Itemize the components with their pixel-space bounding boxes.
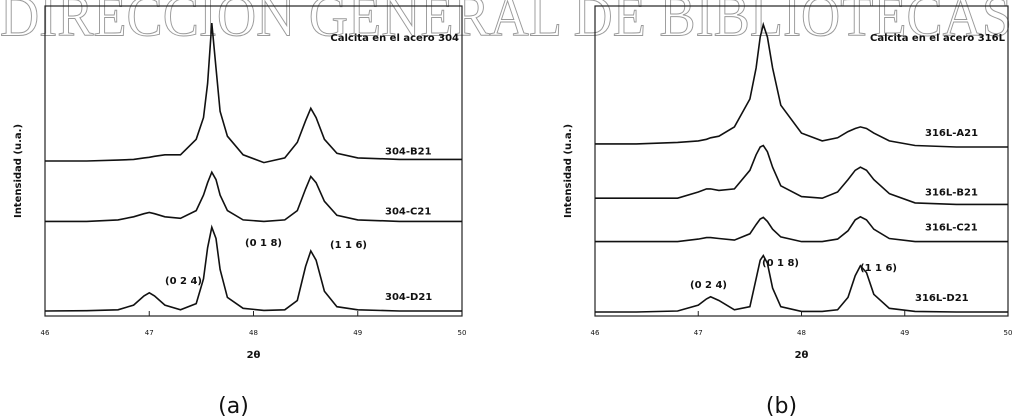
x-tick-label: 50 xyxy=(1004,329,1012,337)
peak-annotation: (1 1 6) xyxy=(860,263,897,274)
xrd-line xyxy=(595,254,1008,313)
xrd-line xyxy=(44,224,462,312)
x-tick-label: 47 xyxy=(145,329,154,337)
x-tick-label: 50 xyxy=(458,329,467,337)
panel-title: Calcita en el acero 316L xyxy=(870,33,1006,44)
xrd-line xyxy=(595,215,1008,243)
xrd-line xyxy=(595,144,1008,206)
panel-caption: (b) xyxy=(766,394,797,419)
peak-annotation: (0 1 8) xyxy=(245,238,282,249)
y-axis-label: Intensidad (u.a.) xyxy=(13,124,24,218)
x-tick-label: 48 xyxy=(797,329,806,337)
x-axis-label: 2θ xyxy=(247,350,261,361)
series-label: 316L-A21 xyxy=(925,128,978,139)
y-axis-label: Intensidad (u.a.) xyxy=(563,124,574,218)
x-tick-label: 47 xyxy=(694,329,703,337)
panel-caption: (a) xyxy=(218,394,249,419)
xrd-line xyxy=(45,23,462,164)
watermark: DIRECCION GENERAL DE BIBLIOTECAS xyxy=(0,0,1012,48)
series-label: 316L-D21 xyxy=(915,293,969,304)
peak-annotation: (0 2 4) xyxy=(165,276,202,287)
series-label: 304-C21 xyxy=(385,206,431,217)
panel-title: Calcita en el acero 304 xyxy=(330,33,459,44)
series-label: 304-D21 xyxy=(385,292,432,303)
x-tick-label: 48 xyxy=(249,329,258,337)
series-label: 316L-C21 xyxy=(925,223,978,234)
series-label: 304-B21 xyxy=(385,146,432,157)
x-tick-label: 49 xyxy=(900,329,909,337)
series-label: 316L-B21 xyxy=(925,187,978,198)
x-tick-label: 46 xyxy=(591,329,600,337)
x-axis-label: 2θ xyxy=(795,350,809,361)
xrd-line xyxy=(595,21,1008,148)
peak-annotation: (0 1 8) xyxy=(762,258,799,269)
plot-frame xyxy=(594,5,1009,317)
x-tick-label: 49 xyxy=(353,329,362,337)
peak-annotation: (0 2 4) xyxy=(690,280,727,291)
xrd-line xyxy=(45,170,462,223)
peak-annotation: (1 1 6) xyxy=(330,240,367,251)
x-tick-label: 46 xyxy=(41,329,50,337)
